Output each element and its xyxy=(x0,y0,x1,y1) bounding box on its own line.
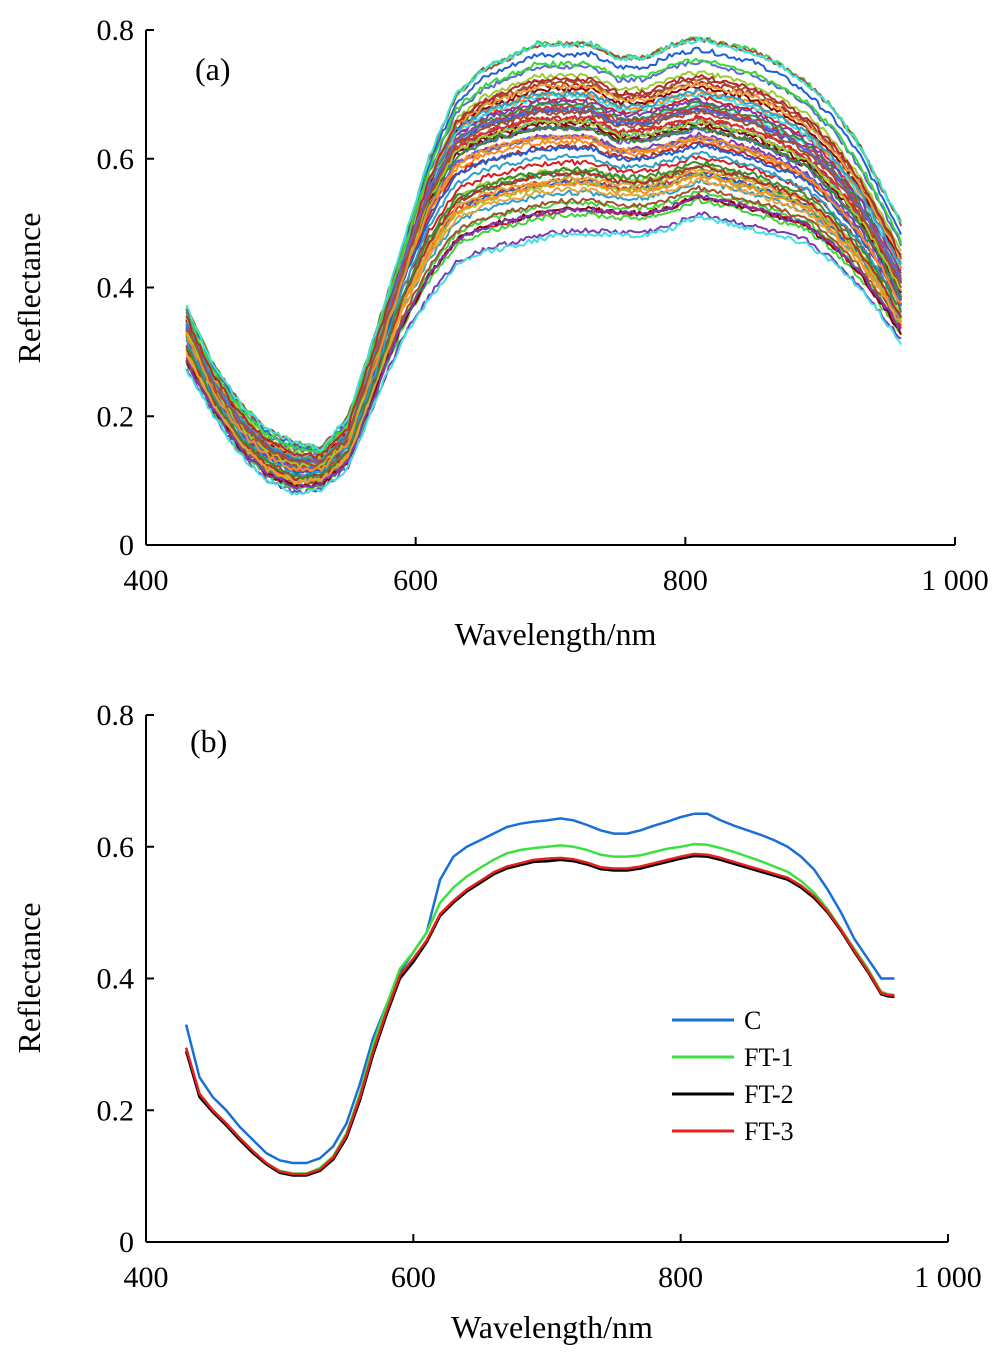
series-line-c xyxy=(184,812,895,1165)
spectrum-line xyxy=(185,124,903,470)
y-axis-title: Reflectance xyxy=(11,903,47,1054)
spectrum-line xyxy=(185,73,902,459)
spectrum-line xyxy=(185,150,902,477)
y-axis-title: Reflectance xyxy=(11,213,47,364)
series-line-ft-2 xyxy=(184,854,895,1177)
y-tick-label: 0 xyxy=(119,1226,134,1259)
x-tick-label: 400 xyxy=(124,1261,169,1294)
legend-label-c: C xyxy=(744,1006,761,1035)
spectrum-line xyxy=(185,36,902,452)
x-tick-label: 800 xyxy=(658,1261,703,1294)
x-tick-label: 600 xyxy=(393,564,438,597)
y-tick-label: 0.6 xyxy=(97,831,135,864)
x-axis-title: Wavelength/nm xyxy=(455,616,657,652)
y-tick-label: 0.2 xyxy=(97,1094,135,1127)
panel-b: C FT-1 FT-2 FT-3 0 0.2 0.4 0.6 0.8 400 600 800 1 000… xyxy=(11,699,982,1345)
spectrum-line xyxy=(185,142,902,474)
panel-a: 0 0.2 0.4 0.6 0.8 400 600 800 1 000 Wavelength/nm… xyxy=(11,14,989,652)
spectrum-line xyxy=(185,194,902,490)
y-tick-label: 0.4 xyxy=(97,272,135,305)
legend-label-ft-1: FT-1 xyxy=(744,1043,794,1072)
spectrum-line xyxy=(185,57,903,454)
spectrum-line xyxy=(185,125,902,471)
legend-label-ft-2: FT-2 xyxy=(744,1080,794,1109)
spectrum-line xyxy=(185,118,902,469)
legend: C FT-1 FT-2 FT-3 xyxy=(672,1006,794,1146)
spectrum-line xyxy=(185,160,903,480)
spectrum-line xyxy=(185,80,903,460)
spectrum-line xyxy=(185,134,902,473)
y-tick-label: 0.4 xyxy=(97,963,135,996)
spectrum-line xyxy=(185,125,902,470)
x-tick-label: 600 xyxy=(391,1261,436,1294)
y-tick-label: 0.2 xyxy=(97,400,135,433)
spectrum-line xyxy=(185,70,902,459)
spectrum-line xyxy=(185,88,902,462)
x-tick-label: 1 000 xyxy=(914,1261,982,1294)
y-tick-label: 0.8 xyxy=(97,14,135,47)
spectrum-line xyxy=(185,215,902,496)
panel-label: (a) xyxy=(195,51,231,87)
spectrum-line xyxy=(185,109,902,467)
legend-label-ft-3: FT-3 xyxy=(744,1117,794,1146)
y-tick-label: 0 xyxy=(119,529,134,562)
spectrum-line xyxy=(185,46,902,453)
x-tick-label: 1 000 xyxy=(921,564,989,597)
y-tick-label: 0.6 xyxy=(97,143,135,176)
spectrum-line xyxy=(185,137,902,474)
x-axis-title: Wavelength/nm xyxy=(451,1309,653,1345)
series-line-ft-3 xyxy=(184,852,895,1176)
spectrum-line xyxy=(185,101,902,464)
panel-label: (b) xyxy=(190,723,227,759)
spectrum-line xyxy=(185,177,902,485)
y-tick-label: 0.8 xyxy=(97,699,135,732)
series-group xyxy=(185,36,903,496)
x-tick-label: 400 xyxy=(124,564,169,597)
series-group xyxy=(184,812,895,1177)
x-tick-label: 800 xyxy=(663,564,708,597)
